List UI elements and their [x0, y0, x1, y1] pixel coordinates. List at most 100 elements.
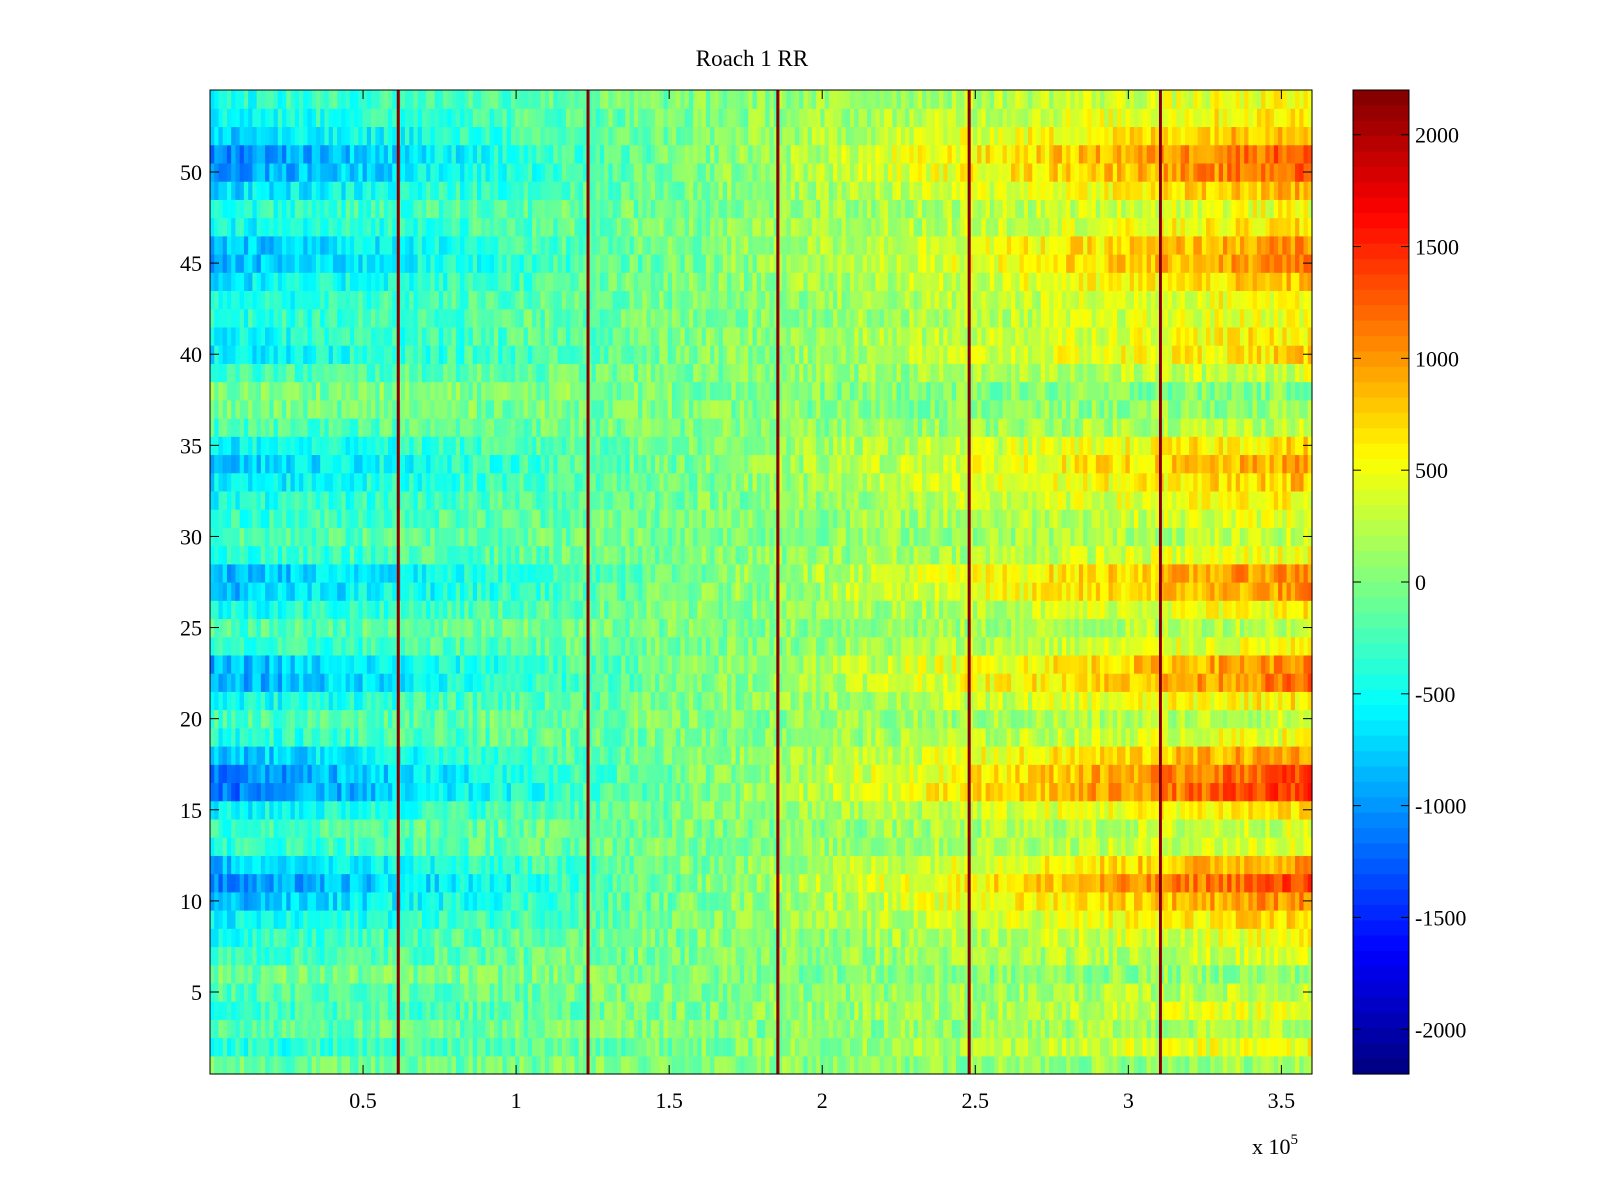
- heatmap-cell: [303, 818, 309, 838]
- heatmap-cell: [773, 1019, 779, 1039]
- heatmap-cell: [493, 782, 499, 802]
- heatmap-cell: [561, 982, 567, 1002]
- heatmap-cell: [1201, 946, 1207, 966]
- heatmap-cell: [1222, 746, 1228, 765]
- heatmap-cell: [400, 818, 406, 838]
- heatmap-cell: [934, 1001, 940, 1020]
- heatmap-cell: [426, 818, 431, 838]
- heatmap-cell: [633, 1001, 639, 1020]
- heatmap-cell: [845, 1055, 851, 1075]
- heatmap-cell: [994, 964, 999, 984]
- heatmap-cell: [1193, 837, 1199, 856]
- heatmap-cell: [794, 946, 800, 966]
- heatmap-cell: [1176, 964, 1182, 984]
- heatmap-cell: [604, 982, 610, 1002]
- heatmap-cell: [498, 1037, 504, 1057]
- heatmap-cell: [210, 782, 215, 802]
- heatmap-cell: [371, 928, 376, 948]
- heatmap-cell: [1206, 746, 1211, 765]
- heatmap-cell: [655, 1055, 660, 1075]
- heatmap-cell: [489, 873, 495, 893]
- heatmap-cell: [676, 928, 682, 948]
- heatmap-cell: [1121, 782, 1127, 802]
- heatmap-cell: [379, 964, 385, 984]
- heatmap-cell: [290, 946, 296, 966]
- heatmap-cell: [455, 727, 461, 747]
- heatmap-cell: [1278, 873, 1283, 893]
- heatmap-cell: [888, 1037, 893, 1057]
- heatmap-cell: [1231, 873, 1237, 893]
- heatmap-cell: [591, 1055, 597, 1075]
- heatmap-cell: [1011, 1055, 1016, 1075]
- heatmap-cell: [756, 746, 762, 765]
- heatmap-cell: [629, 1037, 635, 1057]
- heatmap-cell: [332, 782, 338, 802]
- heatmap-cell: [290, 837, 296, 856]
- heatmap-cell: [587, 1001, 593, 1020]
- heatmap-cell: [994, 1019, 999, 1039]
- heatmap-cell: [900, 818, 906, 838]
- heatmap-cell: [765, 727, 771, 747]
- heatmap-cell: [282, 1019, 287, 1039]
- heatmap-cell: [1163, 746, 1169, 765]
- heatmap-cell: [744, 1055, 749, 1075]
- heatmap-cell: [697, 928, 703, 948]
- heatmap-cell: [684, 818, 690, 838]
- heatmap-cell: [1087, 782, 1093, 802]
- heatmap-cell: [786, 1055, 792, 1075]
- heatmap-cell: [1044, 873, 1050, 893]
- heatmap-cell: [1282, 782, 1288, 802]
- heatmap-cell: [968, 855, 974, 875]
- heatmap-cell: [616, 1019, 622, 1039]
- heatmap-cell: [354, 837, 359, 856]
- heatmap-cell: [1002, 837, 1008, 856]
- heatmap-cell: [299, 709, 304, 729]
- heatmap-cell: [1282, 946, 1288, 966]
- heatmap-cell: [875, 746, 881, 765]
- heatmap-cell: [943, 818, 949, 838]
- heatmap-cell: [616, 946, 622, 966]
- heatmap-cell: [663, 764, 669, 784]
- heatmap-cell: [1028, 928, 1033, 948]
- heatmap-cell: [1121, 855, 1127, 875]
- heatmap-cell: [816, 910, 821, 929]
- heatmap-cell: [1206, 1055, 1211, 1075]
- heatmap-cell: [362, 964, 368, 984]
- heatmap-cell: [252, 1037, 258, 1057]
- heatmap-cell: [977, 1019, 982, 1039]
- heatmap-cell: [1307, 764, 1313, 784]
- heatmap-cell: [858, 764, 864, 784]
- heatmap-cell: [1133, 928, 1139, 948]
- heatmap-cell: [1057, 1001, 1063, 1020]
- heatmap-cell: [1290, 891, 1296, 911]
- heatmap-cell: [879, 727, 885, 747]
- heatmap-cell: [794, 910, 800, 929]
- heatmap-cell: [735, 946, 741, 966]
- heatmap-cell: [430, 818, 436, 838]
- heatmap-cell: [286, 818, 292, 838]
- heatmap-cell: [519, 891, 525, 911]
- heatmap-cell: [1142, 982, 1148, 1002]
- heatmap-cell: [226, 1019, 232, 1039]
- heatmap-cell: [578, 837, 584, 856]
- heatmap-cell: [553, 746, 559, 765]
- heatmap-cell: [604, 818, 610, 838]
- heatmap-cell: [1172, 946, 1177, 966]
- heatmap-cell: [430, 800, 436, 820]
- heatmap-cell: [1074, 727, 1080, 747]
- heatmap-cell: [315, 1019, 321, 1039]
- heatmap-cell: [1282, 1019, 1288, 1039]
- heatmap-cell: [875, 1055, 881, 1075]
- heatmap-cell: [502, 1055, 508, 1075]
- heatmap-cell: [493, 1037, 499, 1057]
- heatmap-cell: [388, 709, 393, 729]
- heatmap-cell: [553, 1001, 559, 1020]
- heatmap-cell: [239, 1037, 245, 1057]
- heatmap-cell: [409, 746, 415, 765]
- heatmap-cell: [888, 837, 893, 856]
- heatmap-cell: [1256, 782, 1262, 802]
- heatmap-cell: [1121, 800, 1127, 820]
- heatmap-cell: [506, 764, 512, 784]
- heatmap-cell: [705, 1037, 711, 1057]
- heatmap-cell: [680, 800, 686, 820]
